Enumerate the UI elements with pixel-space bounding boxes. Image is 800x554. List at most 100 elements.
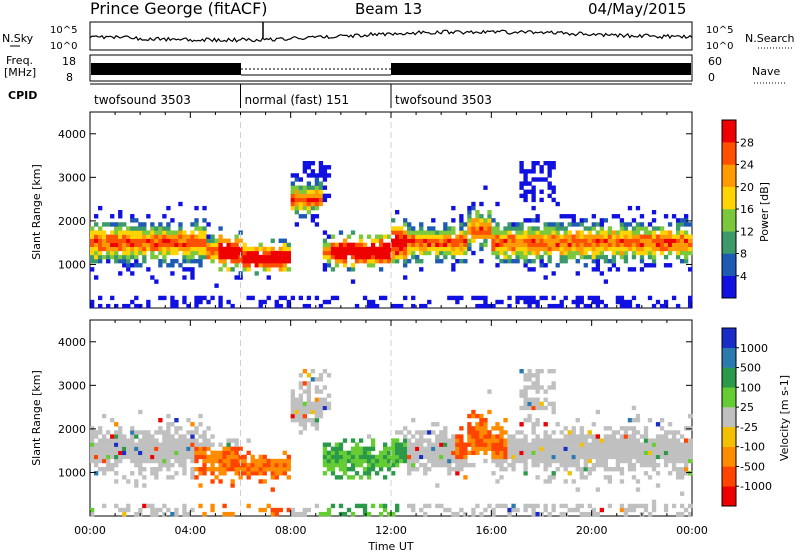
heatmap-cell (230, 259, 235, 264)
heatmap-cell (543, 246, 548, 252)
heatmap-cell (399, 254, 404, 260)
heatmap-cell (607, 503, 613, 509)
heatmap-cell (687, 511, 693, 517)
heatmap-cell (246, 259, 251, 264)
heatmap-cell (202, 254, 207, 260)
heatmap-cell (90, 234, 95, 239)
heatmap-cell (567, 446, 572, 451)
freq-label-line1: Freq. (6, 54, 33, 67)
heatmap-cell (174, 246, 179, 252)
heatmap-cell (194, 246, 199, 252)
heatmap-cell (511, 442, 516, 447)
heatmap-cell (318, 197, 324, 203)
heatmap-cell (310, 214, 316, 219)
heatmap-cell (679, 434, 685, 439)
heatmap-cell (583, 442, 588, 447)
heatmap-cell (531, 385, 536, 390)
heatmap-cell (647, 250, 653, 256)
heatmap-cell (475, 426, 480, 431)
heatmap-cell (130, 242, 135, 248)
heatmap-cell (527, 373, 532, 378)
heatmap-cell (687, 242, 693, 248)
heatmap-cell (391, 226, 396, 231)
heatmap-cell (463, 234, 468, 239)
heatmap-cell (431, 422, 436, 427)
heatmap-cell (571, 507, 576, 513)
heatmap-cell (495, 226, 500, 231)
heatmap-cell (362, 446, 368, 451)
heatmap-cell (102, 467, 107, 472)
heatmap-cell (342, 238, 348, 243)
heatmap-cell (427, 430, 432, 435)
heatmap-cell (427, 234, 432, 239)
heatmap-cell (663, 462, 669, 468)
heatmap-cell (655, 234, 661, 239)
heatmap-cell (170, 462, 175, 468)
heatmap-cell (158, 242, 163, 248)
heatmap-cell (270, 246, 275, 252)
heatmap-cell (427, 226, 432, 231)
heatmap-cell (326, 193, 332, 199)
heatmap-cell (507, 246, 512, 252)
heatmap-cell (206, 426, 211, 431)
heatmap-cell (226, 246, 231, 252)
heatmap-cell (671, 462, 677, 468)
heatmap-cell (615, 234, 621, 239)
heatmap-cell (611, 442, 617, 447)
heatmap-cell (619, 299, 625, 305)
heatmap-cell (126, 442, 131, 447)
heatmap-cell (154, 454, 159, 460)
heatmap-cell (583, 238, 588, 243)
heatmap-cell (435, 230, 440, 235)
heatmap-cell (94, 214, 99, 219)
heatmap-cell (687, 471, 693, 476)
heatmap-cell (571, 434, 576, 439)
heatmap-cell (543, 503, 548, 509)
heatmap-cell (162, 462, 167, 468)
heatmap-cell (294, 418, 299, 423)
heatmap-cell (242, 267, 247, 272)
heatmap-cell (186, 430, 191, 435)
heatmap-cell (350, 475, 356, 480)
heatmap-cell (543, 442, 548, 447)
heatmap-cell (659, 234, 665, 239)
heatmap-cell (218, 295, 223, 301)
heatmap-cell (567, 430, 572, 435)
heatmap-cell (314, 503, 320, 509)
heatmap-cell (467, 214, 472, 219)
heatmap-cell (322, 454, 328, 460)
heatmap-cell (306, 381, 312, 386)
heatmap-cell (166, 462, 171, 468)
heatmap-cell (611, 242, 617, 248)
heatmap-cell (126, 450, 131, 456)
heatmap-cell (358, 475, 364, 480)
heatmap-cell (334, 454, 340, 460)
heatmap-cell (615, 458, 621, 464)
heatmap-cell (350, 446, 356, 451)
heatmap-cell (258, 254, 263, 260)
heatmap-cell (374, 462, 380, 468)
heatmap-cell (222, 467, 227, 472)
heatmap-cell (547, 259, 552, 264)
heatmap-cell (395, 507, 400, 513)
heatmap-cell (130, 271, 135, 276)
heatmap-cell (523, 263, 528, 268)
heatmap-cell (651, 226, 657, 231)
heatmap-cell (527, 442, 532, 447)
heatmap-cell (158, 430, 163, 435)
heatmap-cell (687, 454, 693, 460)
heatmap-cell (435, 259, 440, 264)
heatmap-cell (242, 454, 247, 460)
heatmap-cell (471, 462, 476, 468)
heatmap-cell (218, 471, 223, 476)
heatmap-cell (226, 462, 231, 468)
heatmap-cell (118, 246, 123, 252)
heatmap-cell (567, 507, 572, 513)
heatmap-cell (507, 226, 512, 231)
heatmap-cell (423, 467, 428, 472)
heatmap-cell (110, 462, 115, 468)
heatmap-cell (483, 299, 488, 305)
heatmap-cell (114, 454, 119, 460)
heatmap-cell (675, 446, 681, 451)
heatmap-cell (511, 234, 516, 239)
